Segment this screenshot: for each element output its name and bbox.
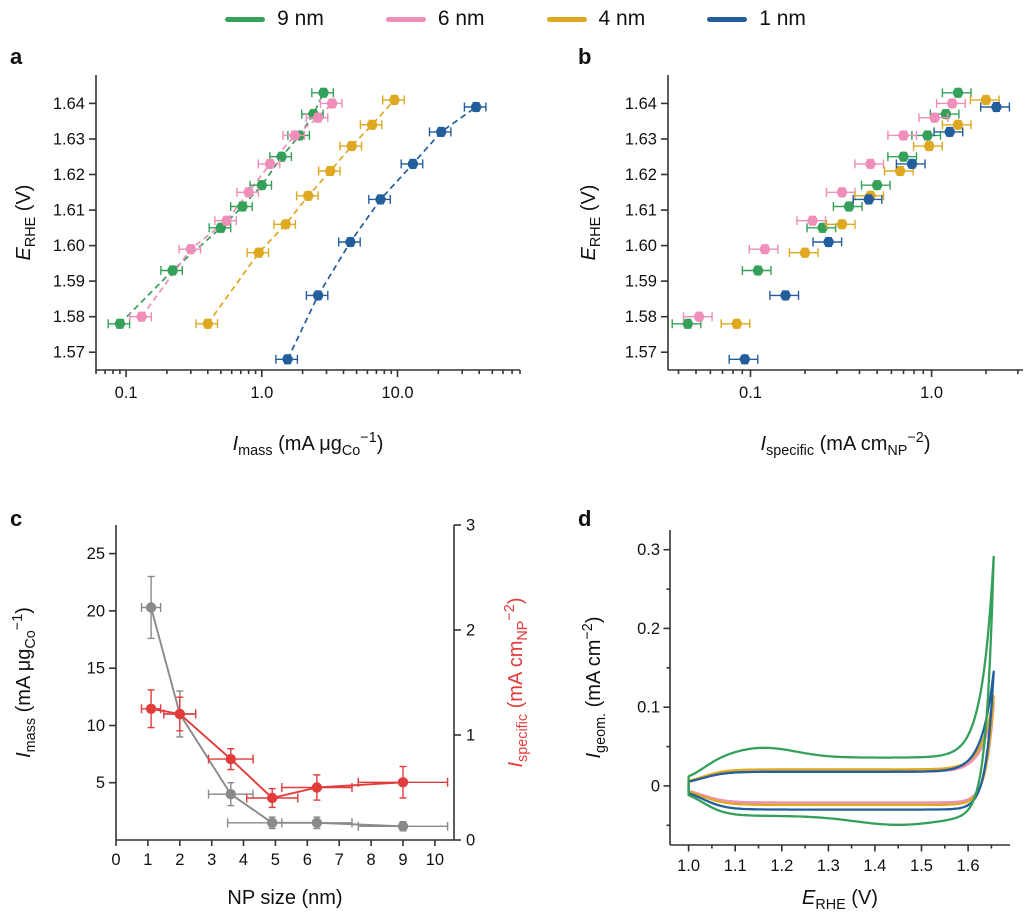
svg-text:9: 9 (398, 851, 407, 869)
svg-text:1.59: 1.59 (53, 273, 85, 291)
svg-text:1.59: 1.59 (625, 273, 657, 291)
svg-text:NP size (nm): NP size (nm) (227, 887, 342, 909)
svg-text:0: 0 (111, 851, 120, 869)
svg-text:Imass (mA μgCo−1): Imass (mA μgCo−1) (233, 430, 384, 459)
svg-text:Igeom. (mA cm−2): Igeom. (mA cm−2) (580, 617, 609, 759)
svg-text:0.1: 0.1 (637, 699, 660, 717)
legend-item-4nm: 4 nm (546, 7, 646, 31)
svg-text:4: 4 (239, 851, 248, 869)
panel-b-label: b (578, 44, 592, 69)
svg-text:25: 25 (87, 545, 105, 563)
svg-text:1.5: 1.5 (910, 857, 933, 875)
legend-item-6nm: 6 nm (385, 7, 485, 31)
svg-text:1: 1 (466, 727, 475, 745)
svg-text:1.60: 1.60 (53, 237, 85, 255)
svg-text:0: 0 (651, 777, 660, 795)
svg-text:1.0: 1.0 (250, 384, 273, 402)
svg-text:6: 6 (303, 851, 312, 869)
svg-text:1.58: 1.58 (53, 308, 85, 326)
panel-a-chart-mass-activity: 0.1 1.0 10.0 1.57 1.58 1.59 1.60 1.61 1.62 1.63 1.… (13, 75, 521, 459)
panel-a-label: a (10, 44, 23, 69)
svg-text:ERHE (V): ERHE (V) (802, 887, 878, 913)
svg-text:1.60: 1.60 (625, 237, 657, 255)
svg-text:10.0: 10.0 (381, 384, 413, 402)
panel-c-chart-activity-vs-size: 0 1 2 3 4 5 6 7 8 9 10 5 10 15 20 25 0 1 2 3 NP size (nm) Ima… (10, 517, 531, 910)
svg-text:7: 7 (335, 851, 344, 869)
legend-label-4nm: 4 nm (598, 7, 646, 30)
svg-text:1.63: 1.63 (625, 131, 657, 149)
svg-text:1.1: 1.1 (724, 857, 747, 875)
svg-text:ERHE (V): ERHE (V) (578, 185, 604, 261)
svg-text:0.3: 0.3 (637, 541, 660, 559)
legend-label-1nm: 1 nm (759, 7, 806, 30)
svg-text:1.57: 1.57 (53, 344, 85, 362)
svg-text:0: 0 (466, 832, 475, 850)
figure-legend: 9 nm 6 nm 4 nm 1 nm (0, 2, 1031, 36)
svg-text:1.61: 1.61 (53, 202, 85, 220)
legend-item-1nm: 1 nm (707, 7, 806, 31)
legend-item-9nm: 9 nm (225, 7, 324, 31)
svg-text:3: 3 (466, 517, 475, 535)
svg-text:2: 2 (175, 851, 184, 869)
svg-text:2: 2 (466, 622, 475, 640)
panel-b-chart-specific-activity: 0.1 1.0 1.57 1.58 1.59 1.60 1.61 1.62 1.63 1.64 Is… (578, 75, 1023, 459)
svg-text:1.57: 1.57 (625, 344, 657, 362)
svg-text:5: 5 (271, 851, 280, 869)
svg-text:1.64: 1.64 (625, 95, 657, 113)
svg-text:20: 20 (87, 602, 105, 620)
svg-text:10: 10 (87, 717, 105, 735)
svg-text:1.0: 1.0 (677, 857, 700, 875)
svg-text:10: 10 (426, 851, 444, 869)
svg-text:1.62: 1.62 (53, 166, 85, 184)
svg-text:1: 1 (143, 851, 152, 869)
svg-text:1.64: 1.64 (53, 95, 85, 113)
svg-text:1.61: 1.61 (625, 202, 657, 220)
svg-text:8: 8 (367, 851, 376, 869)
svg-text:1.63: 1.63 (53, 131, 85, 149)
svg-text:1.4: 1.4 (863, 857, 886, 875)
legend-label-9nm: 9 nm (277, 7, 324, 30)
svg-text:0.2: 0.2 (637, 620, 660, 638)
svg-text:0.1: 0.1 (115, 384, 138, 402)
svg-text:ERHE (V): ERHE (V) (13, 185, 39, 261)
panel-c-label: c (10, 506, 23, 531)
svg-text:1.2: 1.2 (770, 857, 793, 875)
svg-text:Ispecific (mA cmNP−2): Ispecific (mA cmNP−2) (761, 430, 931, 459)
svg-text:1.0: 1.0 (920, 384, 943, 402)
svg-text:1.3: 1.3 (817, 857, 840, 875)
legend-label-6nm: 6 nm (437, 7, 485, 30)
svg-text:1.58: 1.58 (625, 308, 657, 326)
svg-text:1.62: 1.62 (625, 166, 657, 184)
legend-line-1nm-icon (707, 16, 748, 22)
svg-text:0.1: 0.1 (739, 384, 762, 402)
svg-text:1.6: 1.6 (957, 857, 980, 875)
panel-d-chart-cyclic-voltammetry: 1.0 1.1 1.2 1.3 1.4 1.5 1.6 0 0.1 0.2 0.3 ERHE (V) I… (580, 530, 1010, 913)
legend-line-9nm-icon (225, 16, 266, 22)
legend-line-4nm-icon (546, 16, 587, 22)
svg-text:5: 5 (96, 774, 105, 792)
svg-text:Imass (mA μgCo−1): Imass (mA μgCo−1) (10, 607, 39, 758)
svg-text:Ispecific (mA cmNP−2): Ispecific (mA cmNP−2) (502, 598, 531, 768)
svg-text:3: 3 (207, 851, 216, 869)
legend-line-6nm-icon (385, 16, 426, 22)
svg-text:15: 15 (87, 660, 105, 678)
panel-d-label: d (578, 506, 592, 531)
